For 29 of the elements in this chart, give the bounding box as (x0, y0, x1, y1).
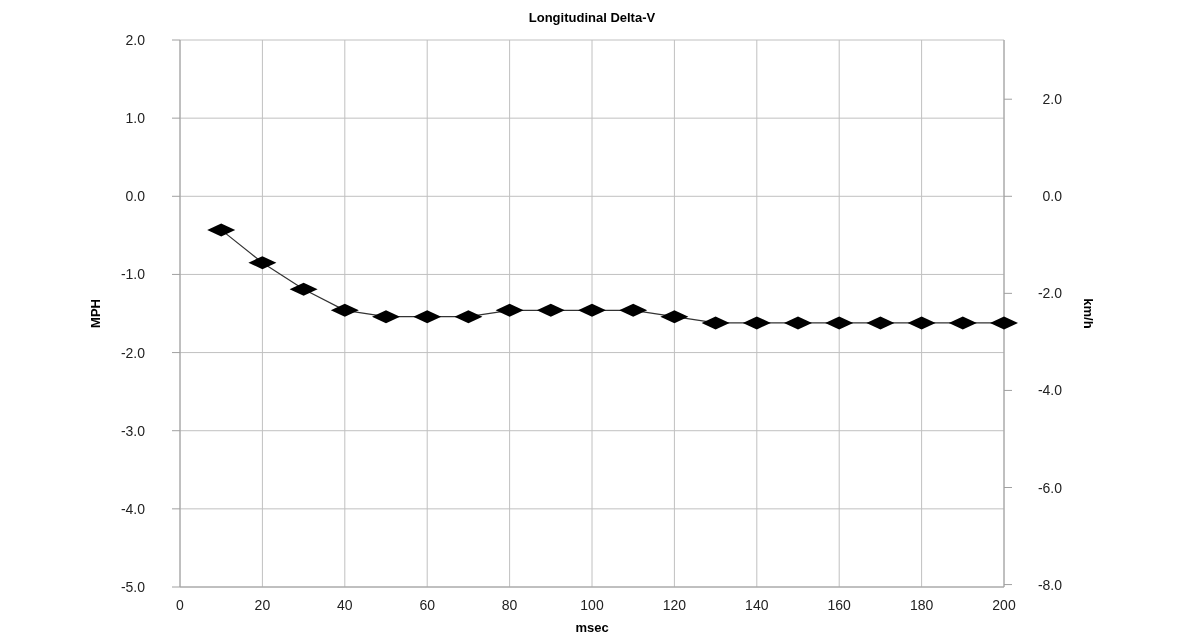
x-tick-label: 180 (909, 597, 934, 613)
x-tick-label: 80 (501, 597, 518, 613)
y-tick-label: -3.0 (120, 422, 146, 439)
y-tick-label: -4.0 (120, 500, 146, 517)
chart-title: Longitudinal Delta-V (528, 10, 656, 25)
y-tick-label: 2.0 (125, 32, 146, 48)
y-tick-label: 0.0 (125, 188, 146, 205)
y-tick-label: 1.0 (125, 110, 146, 127)
x-tick-label: 60 (419, 597, 436, 613)
y-tick-label: -1.0 (120, 266, 146, 283)
x-tick-label: 160 (827, 597, 852, 613)
y2-tick-label: -6.0 (1037, 479, 1063, 496)
x-tick-label: 40 (337, 597, 353, 613)
x-tick-label: 0 (176, 597, 185, 613)
y2-axis-title: km/h (1081, 298, 1096, 329)
x-tick-label: 20 (254, 597, 271, 613)
x-tick-label: 200 (992, 597, 1016, 613)
y2-tick-label: -8.0 (1037, 576, 1063, 593)
y2-tick-label: -4.0 (1037, 382, 1063, 399)
x-tick-label: 120 (662, 597, 687, 613)
y-tick-label: -5.0 (120, 579, 146, 595)
y2-tick-label: -2.0 (1037, 285, 1063, 302)
y2-tick-label: 0.0 (1042, 188, 1063, 205)
x-axis-title: msec (575, 620, 609, 635)
y-tick-label: -2.0 (120, 344, 146, 361)
x-tick-label: 100 (580, 597, 604, 613)
y-axis-title: MPH (88, 299, 103, 328)
y2-tick-label: 2.0 (1042, 91, 1063, 108)
x-tick-label: 140 (745, 597, 769, 613)
